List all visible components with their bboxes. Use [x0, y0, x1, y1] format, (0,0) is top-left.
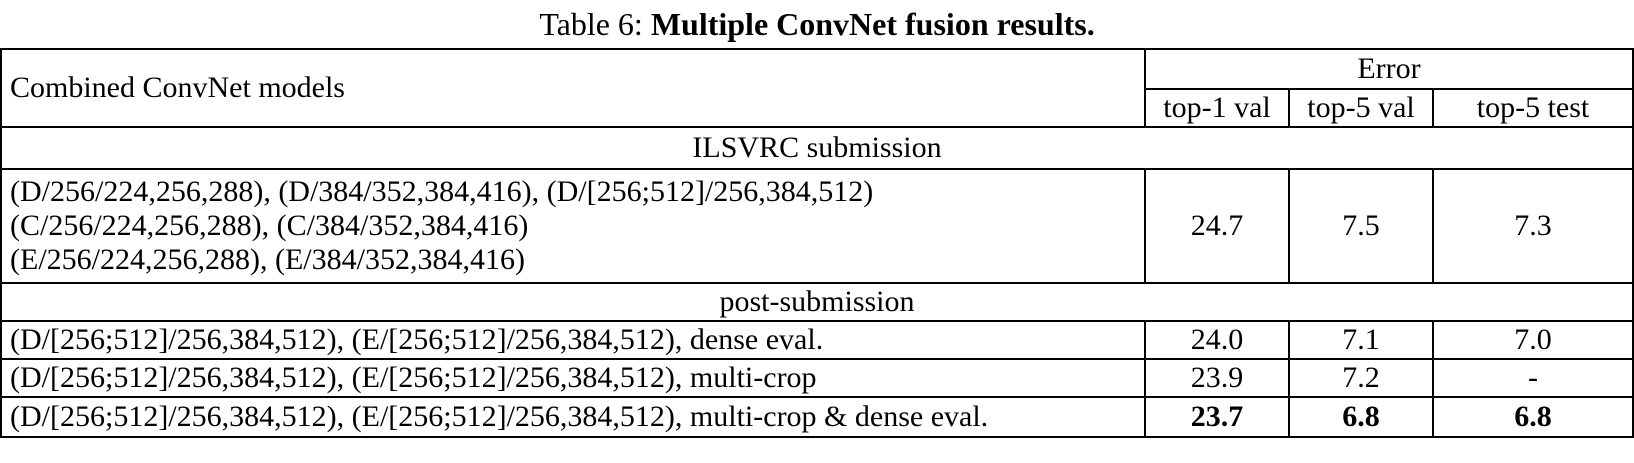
model-cell: (D/[256;512]/256,384,512), (E/[256;512]/…: [0, 358, 1146, 398]
top1-val-cell-best: 23.7: [1144, 396, 1290, 438]
top5-val-cell: 7.1: [1288, 320, 1434, 360]
model-cell: (D/[256;512]/256,384,512), (E/[256;512]/…: [0, 320, 1146, 360]
table-row: (D/[256;512]/256,384,512), (E/[256;512]/…: [0, 320, 1634, 360]
table-caption: Table 6: Multiple ConvNet fusion results…: [0, 4, 1634, 44]
header-row: Combined ConvNet models Error: [0, 48, 1634, 128]
top5-val-cell: 7.5: [1288, 168, 1434, 284]
top5-val-header: top-5 val: [1288, 88, 1434, 128]
top1-val-cell: 24.7: [1144, 168, 1290, 284]
top5-val-cell: 7.2: [1288, 358, 1434, 398]
section-row: post-submission: [0, 282, 1634, 322]
section-row: ILSVRC submission: [0, 126, 1634, 170]
caption-title: Multiple ConvNet fusion results.: [650, 6, 1095, 42]
table-row: (D/[256;512]/256,384,512), (E/[256;512]/…: [0, 396, 1634, 438]
top5-test-cell: -: [1431, 358, 1634, 398]
caption-prefix: Table 6:: [539, 6, 643, 42]
subheader-row: top-1 val top-5 val top-5 test: [1, 88, 1634, 128]
top1-val-cell: 24.0: [1144, 320, 1290, 360]
top5-val-cell-best: 6.8: [1288, 396, 1434, 438]
top5-test-header: top-5 test: [1431, 88, 1634, 128]
top5-test-cell: 7.0: [1431, 320, 1634, 360]
model-cell: (D/[256;512]/256,384,512), (E/[256;512]/…: [0, 396, 1146, 438]
section-label-ilsvrc: ILSVRC submission: [0, 126, 1634, 170]
top1-val-header: top-1 val: [1144, 88, 1290, 128]
table-row: (D/[256;512]/256,384,512), (E/[256;512]/…: [0, 358, 1634, 398]
top1-val-cell: 23.9: [1144, 358, 1290, 398]
table-row: (D/256/224,256,288), (D/384/352,384,416)…: [0, 168, 1634, 284]
model-line: (C/256/224,256,288), (C/384/352,384,416): [10, 209, 529, 242]
model-line: (D/256/224,256,288), (D/384/352,384,416)…: [10, 175, 874, 208]
results-table: Combined ConvNet models Error top-1 val …: [0, 48, 1634, 438]
error-column-header: Error: [1143, 48, 1634, 90]
model-cell: (D/256/224,256,288), (D/384/352,384,416)…: [0, 168, 1146, 284]
top5-test-cell-best: 6.8: [1431, 396, 1634, 438]
model-line: (E/256/224,256,288), (E/384/352,384,416): [10, 243, 525, 276]
models-column-header: Combined ConvNet models: [0, 48, 1146, 128]
section-label-post-submission: post-submission: [0, 282, 1634, 322]
top5-test-cell: 7.3: [1431, 168, 1634, 284]
